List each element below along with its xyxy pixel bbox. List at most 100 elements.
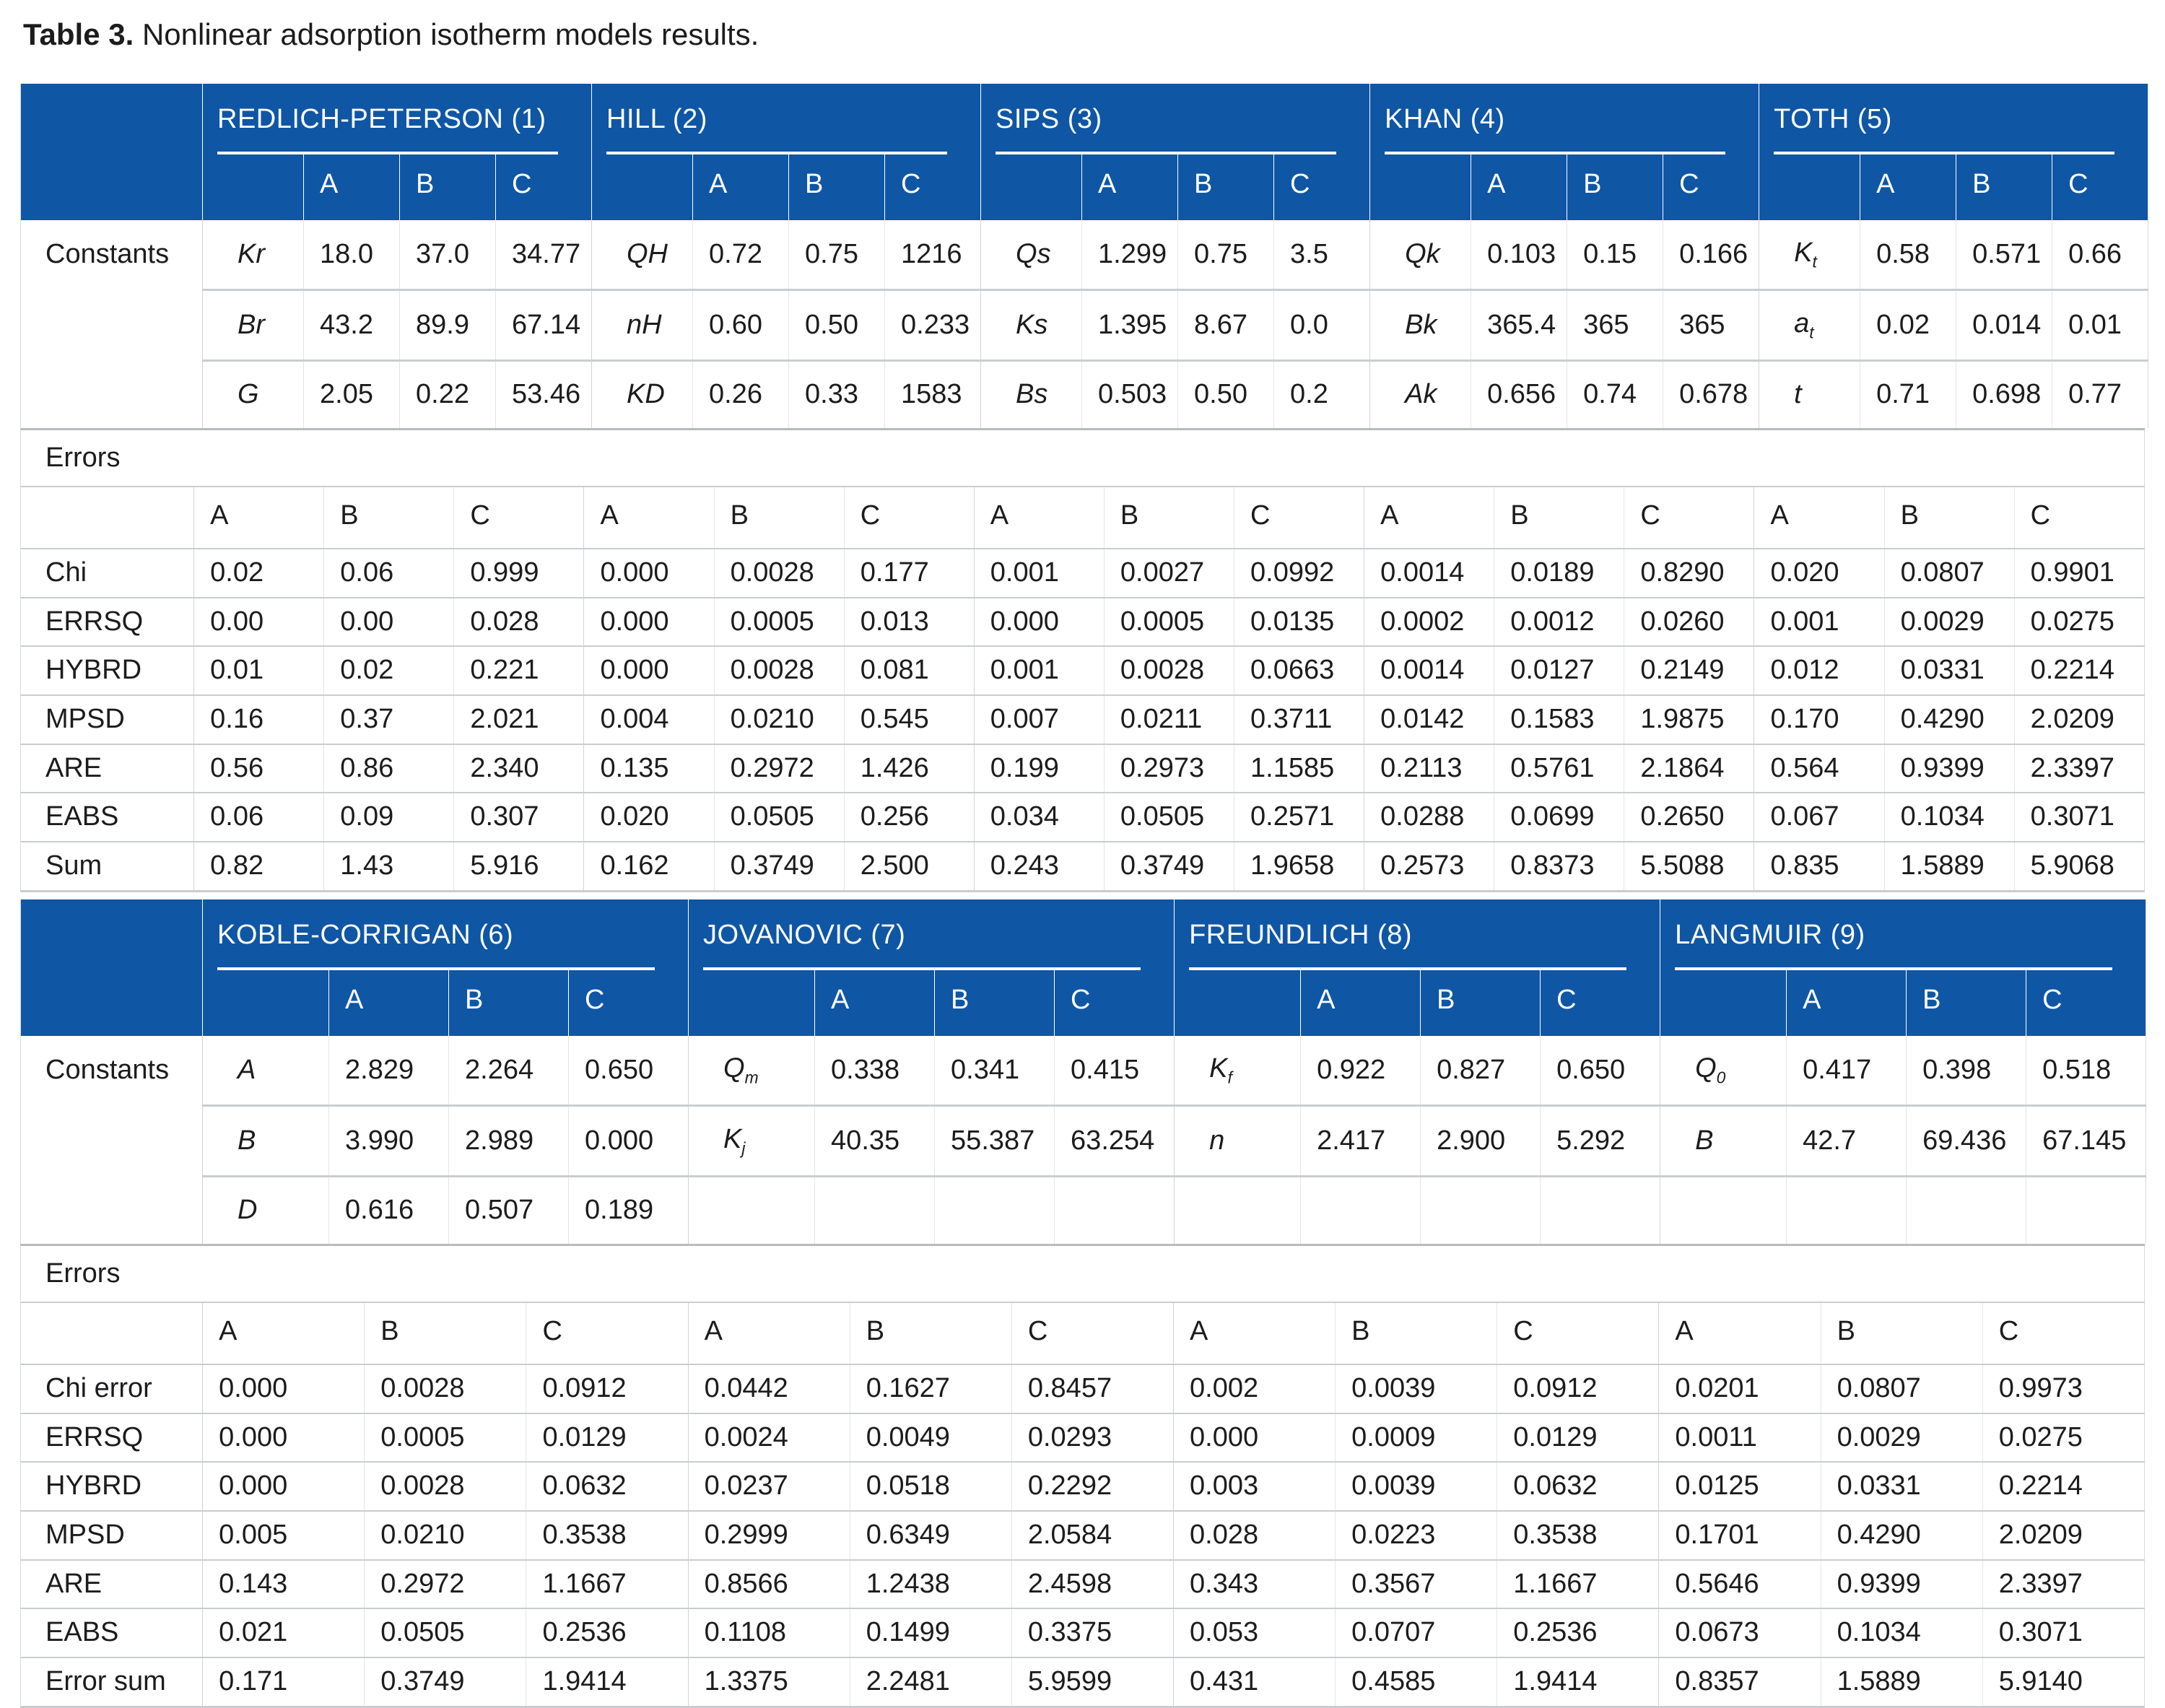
constant-value: 0.678 [1663, 359, 1759, 428]
error-value: 0.3071 [1982, 1608, 2145, 1657]
error-value: 0.0992 [1234, 548, 1364, 598]
error-value: 0.0518 [849, 1461, 1012, 1511]
param-letter: Qs [1016, 238, 1051, 269]
constant-value: 63.254 [1054, 1104, 1175, 1177]
column-header-c: C [526, 1302, 689, 1364]
constant-value: 8.67 [1177, 289, 1274, 361]
param-letter: QH [627, 238, 668, 269]
constant-value: 0.60 [692, 289, 789, 361]
error-value: 0.135 [583, 743, 715, 793]
param-subscript: j [741, 1138, 746, 1158]
error-value: 0.003 [1172, 1461, 1336, 1511]
constant-value: 40.35 [814, 1104, 935, 1177]
column-header-a: A [1860, 154, 1956, 221]
model-underline: FREUNDLICH (8) [1189, 920, 1627, 970]
errors-band-row: Errors [20, 1243, 2145, 1303]
error-value: 2.4598 [1011, 1559, 1174, 1609]
table-row: MPSD 0.16 0.37 2.021 0.004 0.0210 0.545 0.007 0.… [20, 694, 2145, 744]
error-value: 0.0039 [1335, 1363, 1497, 1413]
constant-value: 0.22 [399, 359, 496, 428]
param-symbol: t [1759, 359, 1860, 428]
error-value: 0.2650 [1624, 792, 1754, 842]
constant-value: 0.103 [1471, 220, 1567, 290]
error-row-label: Chi [20, 548, 194, 598]
error-value: 0.0260 [1624, 596, 1754, 647]
error-value: 0.5761 [1494, 743, 1624, 793]
error-row-label: Chi error [20, 1363, 203, 1413]
constants-label: Constants [20, 1036, 203, 1244]
constant-value: 0.15 [1567, 220, 1663, 290]
constant-value: 0.518 [2026, 1036, 2146, 1106]
error-value: 2.021 [453, 694, 584, 744]
error-value: 0.1034 [1820, 1608, 1983, 1657]
param-letter: t [1794, 378, 1802, 409]
error-value: 0.6349 [849, 1509, 1012, 1560]
constant-value: 0.02 [1860, 289, 1956, 361]
error-value: 0.000 [1172, 1412, 1336, 1463]
constant-value: 2.264 [448, 1036, 569, 1106]
column-header-a: A [1754, 486, 1885, 549]
model-name: KHAN (4) [1385, 104, 1505, 134]
empty-cell [1420, 1175, 1541, 1244]
error-value: 0.0210 [713, 694, 845, 744]
constant-value: 34.77 [495, 220, 592, 290]
model-underline: KOBLE-CORRIGAN (6) [217, 920, 655, 970]
header-corner [20, 84, 203, 154]
error-value: 0.0028 [364, 1363, 526, 1413]
error-value: 0.9399 [1883, 743, 2015, 793]
error-value: 2.0584 [1011, 1509, 1174, 1560]
constant-value: 2.829 [328, 1036, 449, 1106]
param-symbol: Qk [1369, 220, 1471, 290]
param-symbol [1660, 1175, 1787, 1244]
table-row: HYBRD 0.01 0.02 0.221 0.000 0.0028 0.081 0.001 0… [20, 645, 2145, 696]
error-value: 0.0331 [1820, 1461, 1983, 1511]
column-header-c: C [1234, 486, 1364, 549]
error-value: 0.343 [1172, 1559, 1336, 1609]
error-value: 0.2536 [1497, 1608, 1659, 1657]
model-underline: KHAN (4) [1385, 104, 1726, 154]
param-letter: a [1794, 308, 1810, 339]
error-value: 0.8457 [1011, 1363, 1174, 1413]
error-value: 2.2481 [849, 1656, 1012, 1707]
error-value: 0.0237 [687, 1461, 850, 1511]
param-letter: A [238, 1054, 256, 1085]
table-row: D 0.616 0.507 0.189 [21, 1175, 2146, 1244]
error-value: 0.000 [583, 548, 715, 598]
error-value: 0.0275 [1982, 1412, 2145, 1463]
error-value: 0.0632 [526, 1461, 689, 1511]
error-value: 0.256 [843, 792, 975, 842]
constant-value: 0.000 [567, 1104, 689, 1177]
constant-value: 37.0 [399, 220, 496, 290]
param-symbol: Kj [688, 1104, 815, 1177]
constant-value: 365.4 [1471, 289, 1567, 361]
error-row-label: HYBRD [20, 645, 194, 696]
param-symbol: KD [591, 359, 693, 428]
param-symbol: Qm [688, 1036, 815, 1106]
isotherm-table-1-constants: REDLICH-PETERSON (1) HILL (2) SIPS (3) KHAN… [20, 84, 2149, 428]
table-row: Constants Kr 18.0 37.0 34.77 QH 0.72 0.75 1216 Qs… [20, 220, 2148, 428]
error-value: 0.1583 [1494, 694, 1624, 744]
constant-value: 53.46 [495, 359, 592, 428]
error-value: 0.09 [323, 792, 454, 842]
error-value: 0.001 [973, 645, 1105, 696]
column-header-c: C [884, 154, 981, 221]
error-value: 0.028 [453, 596, 584, 647]
constant-value: 0.417 [1786, 1036, 1907, 1106]
error-value: 0.171 [202, 1656, 365, 1707]
param-letter: Br [238, 309, 265, 340]
error-value: 0.0807 [1883, 548, 2015, 598]
constant-value: 67.145 [2026, 1104, 2146, 1177]
error-value: 0.3538 [526, 1509, 689, 1560]
constant-value: 0.2 [1273, 359, 1370, 428]
table-caption-text: Nonlinear adsorption isotherm models res… [141, 17, 759, 51]
error-value: 1.1667 [1497, 1559, 1659, 1609]
param-letter: K [723, 1124, 742, 1155]
constant-value: 2.900 [1420, 1104, 1541, 1177]
column-header-c: C [495, 154, 592, 221]
model-header: SIPS (3) [980, 84, 1370, 154]
error-value: 0.56 [193, 743, 324, 793]
error-value: 0.2571 [1234, 792, 1364, 842]
column-header-c: C [567, 970, 689, 1037]
error-value: 0.012 [1754, 645, 1885, 696]
column-header-a: A [687, 1302, 850, 1364]
